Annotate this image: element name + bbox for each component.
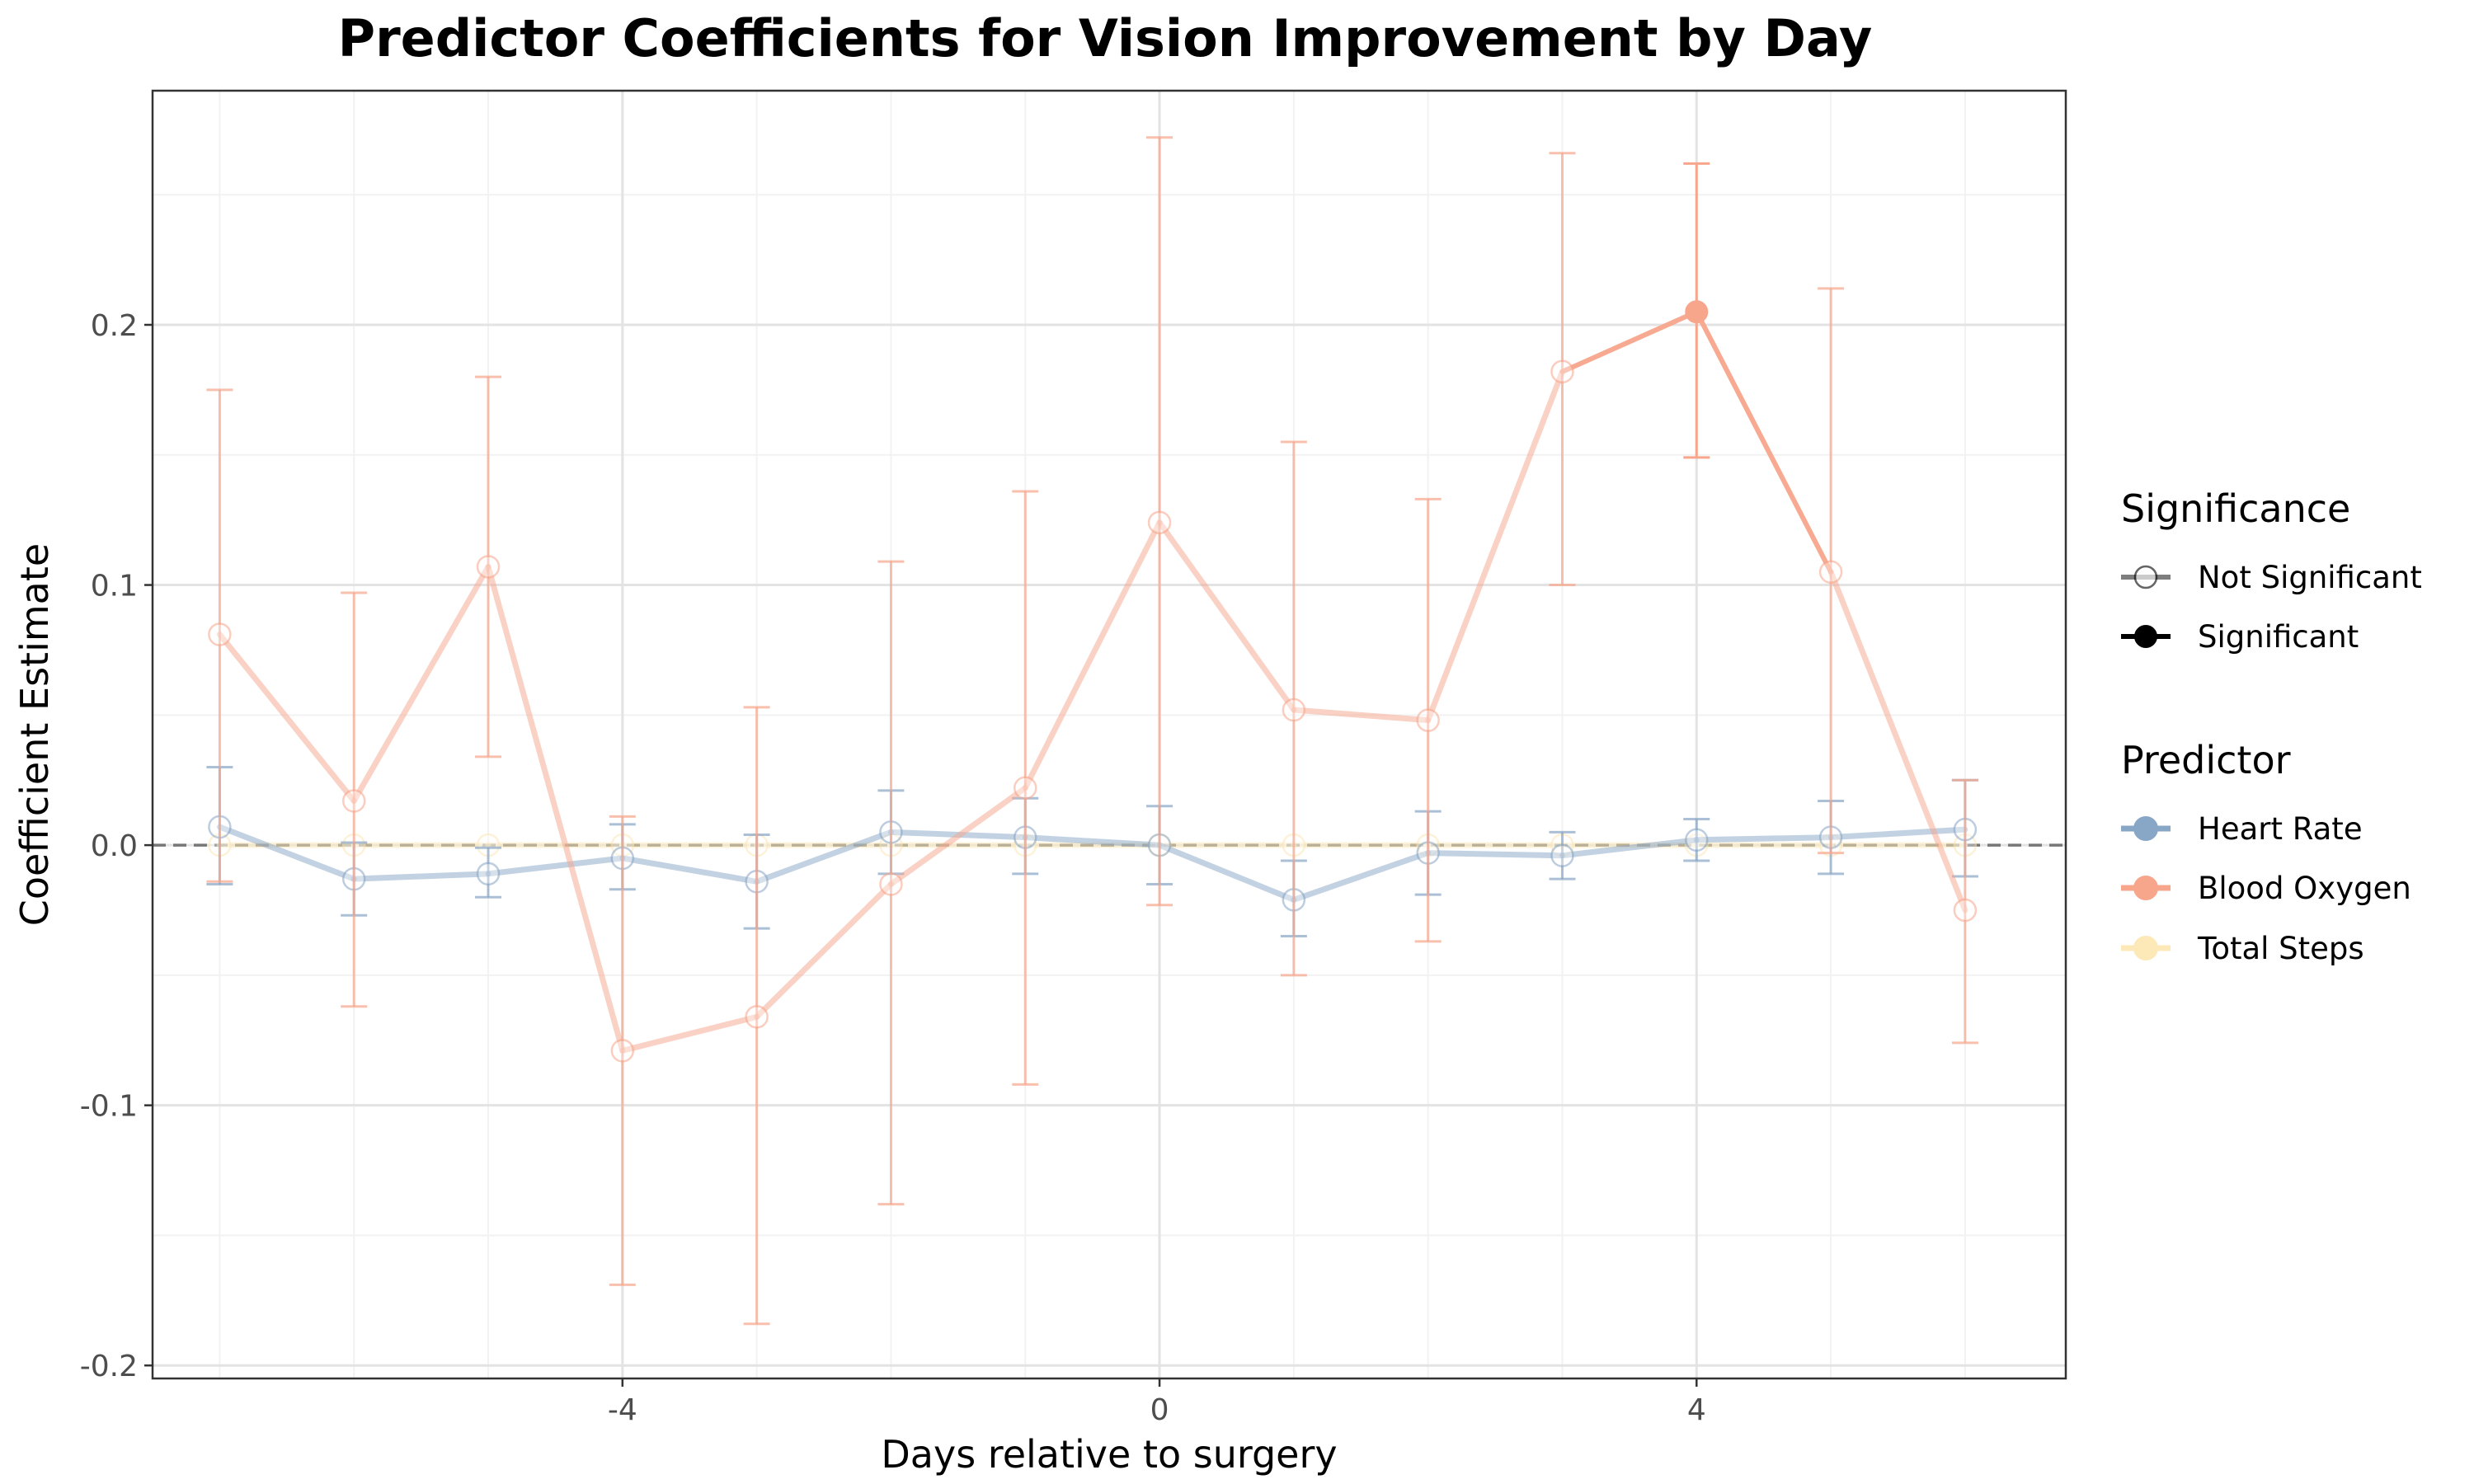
y-axis-ticks: -0.2 -0.1 0.0 0.1 0.2 xyxy=(80,309,153,1383)
legend-key-not-significant xyxy=(2121,565,2171,589)
data-point xyxy=(1550,843,1574,867)
line-segment xyxy=(1291,707,1432,724)
line-segment xyxy=(350,871,492,882)
data-point xyxy=(208,622,232,646)
legend-key-circle xyxy=(2133,936,2158,960)
legend-key-filled-circle xyxy=(2134,625,2157,648)
y-tick-label: 0.1 xyxy=(91,570,138,603)
line-segment xyxy=(216,824,357,882)
line-segment xyxy=(1022,519,1163,791)
x-axis-label: Days relative to surgery xyxy=(881,1432,1337,1477)
line-segment xyxy=(485,563,626,1054)
chart-title: Predictor Coefficients for Vision Improv… xyxy=(338,8,1873,68)
line-segment xyxy=(1156,842,1297,903)
series-blood-oxygen xyxy=(206,136,1978,1326)
data-point xyxy=(879,872,903,896)
series-layer xyxy=(206,136,1978,1326)
legend: Significance Not Significant Significant Pr… xyxy=(2121,486,2422,966)
line-segment xyxy=(1291,850,1432,903)
line-segment xyxy=(1693,834,1834,843)
legend-label: Not Significant xyxy=(2198,560,2422,595)
line-segment xyxy=(1827,569,1968,913)
line-segment xyxy=(485,855,626,877)
data-point xyxy=(476,555,501,579)
x-axis-ticks: -4 0 4 xyxy=(608,1378,1706,1427)
legend-label: Heart Rate xyxy=(2198,811,2363,847)
line-segment xyxy=(754,829,894,885)
legend-label: Significant xyxy=(2198,619,2359,655)
line-segment xyxy=(1559,309,1700,374)
legend-key-heart-rate xyxy=(2121,816,2171,841)
legend-key-significant xyxy=(2121,625,2171,648)
data-point xyxy=(476,862,501,886)
line-segment xyxy=(754,881,894,1020)
x-tick-label: -4 xyxy=(608,1393,637,1427)
line-segment xyxy=(1022,834,1163,848)
data-point xyxy=(1953,898,1978,923)
line-segment xyxy=(619,855,760,885)
line-segment xyxy=(619,1013,760,1054)
line-segment xyxy=(350,563,492,804)
y-tick-label: -0.1 xyxy=(80,1090,138,1124)
x-tick-label: 0 xyxy=(1150,1393,1169,1427)
legend-title-significance: Significance xyxy=(2121,486,2350,531)
legend-title-predictor: Predictor xyxy=(2121,738,2291,782)
plot-panel xyxy=(151,89,2067,1380)
line-segment xyxy=(1827,826,1968,841)
data-point xyxy=(745,1005,769,1029)
line-segment xyxy=(1425,369,1565,724)
legend-key-total-steps xyxy=(2121,936,2171,960)
legend-label: Total Steps xyxy=(2197,931,2364,966)
data-point xyxy=(610,1039,635,1063)
data-point-significant xyxy=(1685,300,1709,324)
x-tick-label: 4 xyxy=(1687,1393,1706,1427)
data-point xyxy=(1147,510,1172,535)
legend-key-circle xyxy=(2133,876,2158,900)
plot-border xyxy=(151,89,2067,1380)
y-axis-label: Coefficient Estimate xyxy=(12,543,57,926)
legend-label: Blood Oxygen xyxy=(2198,871,2411,906)
data-point xyxy=(341,789,366,813)
plot-background xyxy=(153,91,2066,1378)
data-point xyxy=(1550,359,1574,384)
data-point xyxy=(1013,776,1037,800)
line-segment xyxy=(1694,309,1834,575)
line-segment xyxy=(1156,519,1297,713)
data-point xyxy=(1818,560,1843,585)
y-tick-label: -0.2 xyxy=(80,1350,138,1383)
data-point xyxy=(1416,708,1440,732)
data-point xyxy=(1282,697,1306,722)
line-segment xyxy=(1559,837,1700,859)
y-tick-label: 0.0 xyxy=(91,829,138,863)
legend-key-open-circle xyxy=(2133,565,2158,589)
legend-key-blood-oxygen xyxy=(2121,876,2171,900)
line-segment xyxy=(887,785,1028,887)
line-segment xyxy=(216,632,357,804)
data-point xyxy=(1685,828,1709,852)
legend-key-circle xyxy=(2133,816,2158,841)
y-tick-label: 0.2 xyxy=(91,309,138,343)
line-segment xyxy=(1425,850,1565,859)
